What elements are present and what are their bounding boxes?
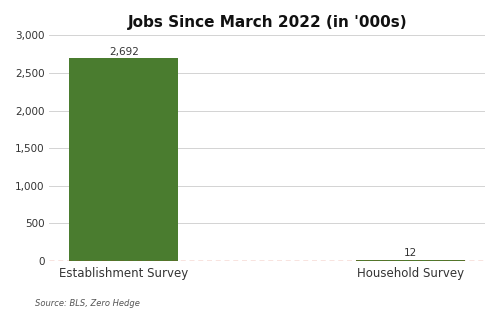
Bar [356, 260, 465, 261]
Text: 2,692: 2,692 [109, 46, 138, 57]
Bar [70, 59, 178, 261]
Title: Jobs Since March 2022 (in '000s): Jobs Since March 2022 (in '000s) [128, 15, 407, 30]
Text: Source: BLS, Zero Hedge: Source: BLS, Zero Hedge [35, 299, 140, 308]
Text: 12: 12 [404, 248, 417, 258]
